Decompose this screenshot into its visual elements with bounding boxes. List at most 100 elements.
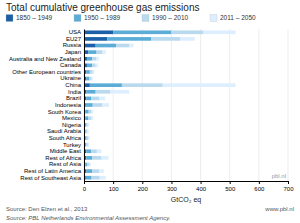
series: [84, 30, 113, 179]
y-tick: USA: [69, 29, 84, 35]
bar: [84, 37, 107, 41]
y-tick: Australia and New Zealand: [9, 56, 84, 62]
annotation: www.pbl.nl: [264, 206, 294, 212]
chart: Total cumulative greenhouse gas emission…: [0, 0, 300, 223]
bar: [97, 57, 99, 61]
y-tick: Rest of Africa: [45, 155, 84, 161]
x-tick: 300: [167, 181, 178, 192]
bar: [84, 30, 113, 34]
bar: [96, 44, 116, 48]
bar: [99, 169, 104, 173]
x-tick: 200: [138, 181, 149, 192]
series: [85, 30, 172, 179]
x-tick-label: 400: [196, 186, 207, 192]
bar: [90, 70, 93, 74]
legend-item: 1850 – 1949: [6, 14, 53, 21]
bar: [101, 156, 108, 160]
bar: [85, 163, 87, 167]
bar: [87, 64, 92, 68]
bar: [122, 83, 163, 87]
bar: [100, 176, 106, 180]
bar: [96, 64, 98, 68]
bar: [93, 70, 94, 74]
bar: [92, 176, 100, 180]
grid: [84, 29, 288, 181]
annotation: pbl.nl: [272, 173, 286, 179]
y-tick-label: Indonesia: [55, 102, 82, 108]
y-tick: Japan: [65, 49, 84, 55]
y-tick-label: Brazil: [66, 95, 81, 101]
y-tick-label: Saudi Arabia: [47, 128, 82, 134]
bar: [85, 116, 88, 120]
x-tick: 0: [83, 181, 87, 192]
y-axis-line: [84, 30, 85, 182]
bar: [107, 37, 151, 41]
bar: [151, 37, 180, 41]
y-tick-label: Rest of Latin America: [24, 168, 82, 174]
bar: [86, 77, 89, 81]
legend-label: 1990 – 2010: [152, 14, 189, 21]
y-tick: Saudi Arabia: [47, 128, 84, 134]
x-tick: 400: [196, 181, 207, 192]
bar: [99, 97, 105, 101]
legend-swatch: [142, 15, 149, 22]
y-tick-label: USA: [69, 29, 81, 35]
annotation: Source: PBL Netherlands Environmental As…: [6, 215, 170, 221]
bar: [87, 130, 88, 134]
y-tick-label: South Africa: [49, 135, 82, 141]
bar: [92, 110, 94, 114]
y-tick: Canada: [60, 62, 84, 68]
x-tick-mark: [259, 181, 260, 184]
y-tick-label: Rest of Southeast Asia: [20, 175, 81, 181]
y-tick-label: Other European countries: [12, 69, 81, 75]
y-tick-label: Rest of Asia: [49, 161, 82, 167]
x-tick-mark: [142, 181, 143, 184]
bar: [93, 103, 102, 107]
bar: [85, 136, 87, 140]
x-tick-mark: [230, 181, 231, 184]
bar: [91, 116, 93, 120]
x-tick-mark: [201, 181, 202, 184]
bar: [88, 116, 91, 120]
y-tick-label: Russia: [63, 42, 82, 48]
bar: [97, 149, 102, 153]
legend-label: 2011 – 2050: [220, 14, 256, 21]
y-tick: Russia: [63, 42, 84, 48]
bar: [87, 57, 92, 61]
y-tick: Nigeria: [62, 122, 84, 128]
y-tick: South Korea: [48, 109, 84, 115]
y-tick-label: Middle East: [50, 148, 82, 154]
x-tick: 100: [109, 181, 120, 192]
bar: [203, 30, 235, 34]
bar: [92, 156, 101, 160]
y-tick: Rest of Asia: [49, 161, 84, 167]
bars: [84, 30, 236, 179]
bar: [89, 163, 91, 167]
y-tick-label: Japan: [65, 49, 81, 55]
bar: [88, 143, 89, 147]
x-tick-label: 200: [138, 186, 149, 192]
x-tick: 700: [283, 181, 294, 192]
y-tick: Other European countries: [12, 69, 84, 75]
bar: [86, 97, 91, 101]
bar: [97, 50, 103, 54]
bar: [180, 37, 195, 41]
legend-label: 1850 – 1949: [16, 14, 53, 21]
x-axis-line: [85, 182, 289, 185]
annotation: Source: Den Elzen et al., 2013: [6, 206, 88, 212]
bar: [91, 97, 99, 101]
grid-line: [171, 29, 172, 181]
bar: [88, 136, 89, 140]
bar: [86, 169, 92, 173]
legend-swatch: [6, 15, 13, 22]
grid-line: [200, 29, 201, 181]
y-tick: Turkey: [63, 142, 84, 148]
bar: [90, 83, 122, 87]
bar: [86, 176, 92, 180]
bar: [88, 123, 89, 127]
y-tick: Indonesia: [55, 102, 84, 108]
bar: [92, 77, 93, 81]
legend-swatch: [74, 15, 81, 22]
legend-item: 1950 – 1989: [74, 14, 121, 21]
grid-line: [84, 29, 85, 181]
